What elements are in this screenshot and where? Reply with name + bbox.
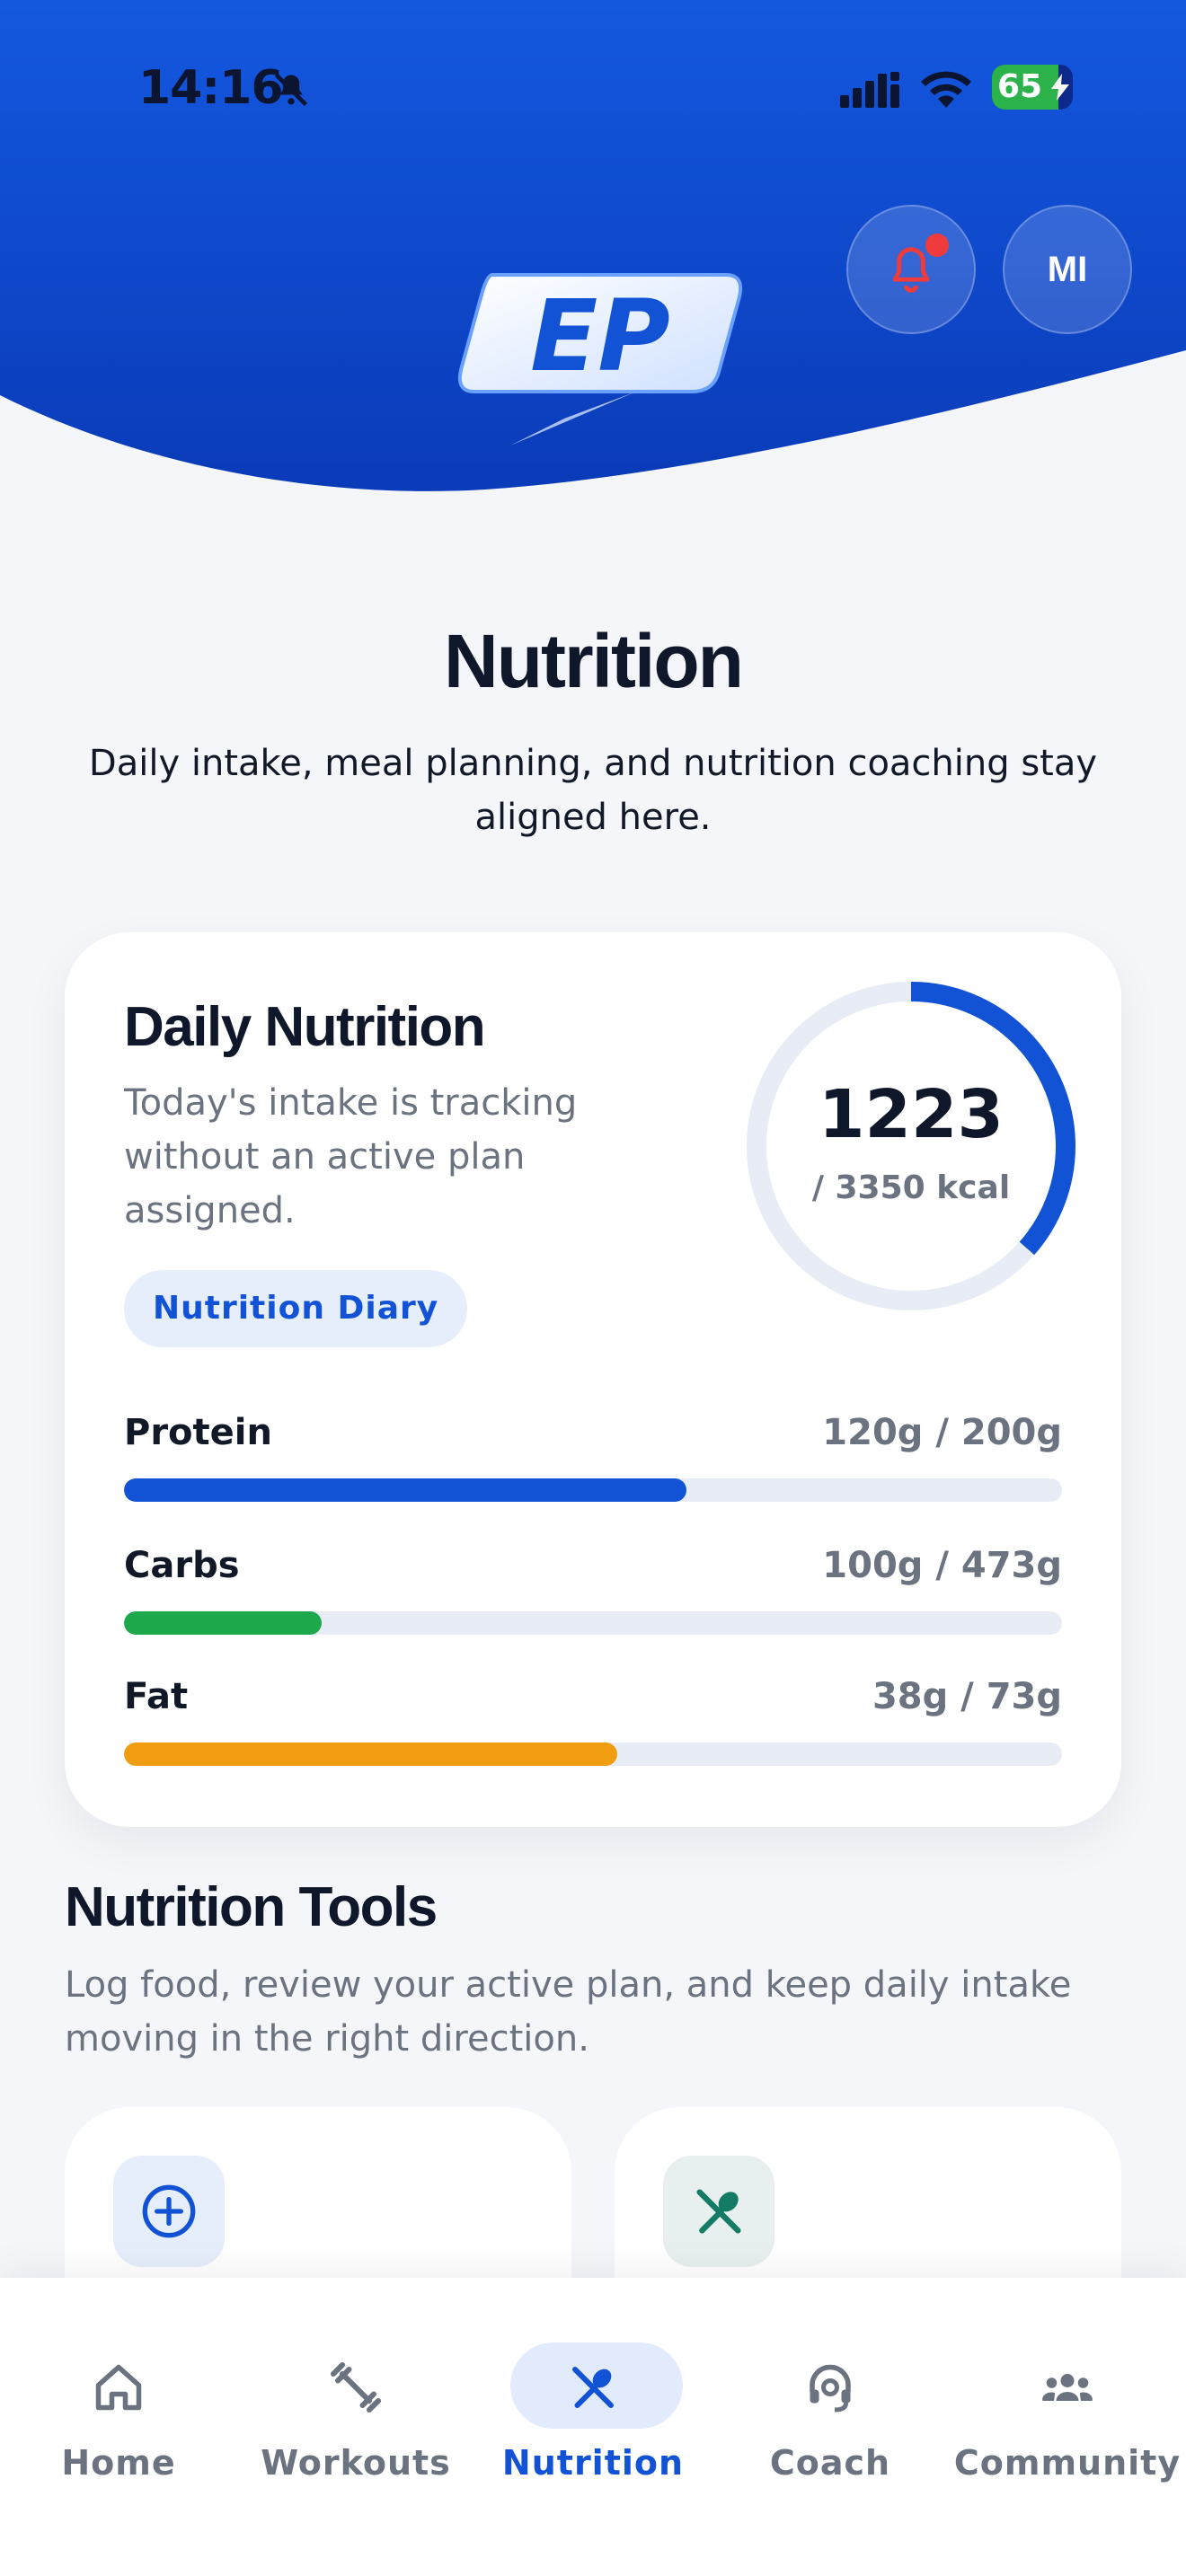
header-background (0, 0, 1186, 491)
status-bar: 14:16 65 (0, 56, 1186, 119)
macro-progress-fill (124, 1478, 687, 1502)
plus-circle-icon (142, 2184, 196, 2238)
macro-progress-track (124, 1478, 1062, 1502)
app-logo: EP (457, 273, 743, 446)
fork-spoon-icon (572, 2367, 614, 2408)
macro-value: 38g / 73g (872, 1676, 1062, 1717)
page-title: Nutrition (444, 619, 744, 703)
nav-nutrition[interactable]: Nutrition (474, 2310, 712, 2483)
profile-button[interactable]: MI (1003, 205, 1132, 334)
nav-home[interactable]: Home (0, 2310, 237, 2483)
nutrition-tools-description: Log food, review your active plan, and k… (65, 1964, 1072, 2060)
page-subtitle: Daily intake, meal planning, and nutriti… (88, 743, 1098, 838)
signal-icon (840, 72, 899, 108)
nav-workouts[interactable]: Workouts (237, 2310, 474, 2483)
nav-community[interactable]: Community (949, 2310, 1186, 2483)
bell-off-icon (274, 73, 308, 107)
status-time: 14:16 (138, 61, 284, 115)
daily-nutrition-description: Today's intake is tracking without an ac… (124, 1082, 578, 1231)
calorie-ring (747, 982, 1075, 1310)
home-icon (95, 2364, 142, 2411)
nav-label: Home (61, 2443, 176, 2483)
wifi-icon (921, 71, 971, 108)
headset-icon (810, 2364, 851, 2413)
people-icon (1042, 2374, 1093, 2401)
dumbbell-icon (331, 2362, 381, 2413)
charging-bolt-icon (1051, 74, 1069, 101)
macro-progress-fill (124, 1611, 323, 1635)
calories-target: / 3350 kcal (811, 1169, 1011, 1206)
macro-label: Protein (124, 1412, 272, 1453)
macro-label: Carbs (124, 1545, 240, 1586)
macro-progress-track (124, 1611, 1062, 1635)
notifications-button[interactable] (846, 205, 976, 334)
bottom-navigation: Home Workouts Nutrition Coach (0, 2278, 1186, 2576)
nav-label: Coach (769, 2443, 891, 2483)
calorie-ring-progress (747, 982, 1075, 1310)
nav-coach[interactable]: Coach (712, 2310, 949, 2483)
fork-spoon-icon (696, 2189, 741, 2234)
daily-nutrition-card: Daily Nutrition Today's intake is tracki… (65, 932, 1121, 1827)
notification-dot (925, 234, 949, 257)
nav-label: Workouts (261, 2443, 451, 2483)
tool-icon-container (663, 2156, 774, 2267)
svg-text:EP: EP (530, 278, 670, 393)
nutrition-diary-button[interactable]: Nutrition Diary (124, 1270, 468, 1347)
profile-initials: MI (1047, 249, 1088, 289)
macro-value: 100g / 473g (822, 1545, 1062, 1586)
nutrition-tools-title: Nutrition Tools (65, 1876, 438, 1938)
macro-label: Fat (124, 1676, 189, 1717)
calories-consumed: 1223 (819, 1076, 1004, 1153)
macro-progress-fill (124, 1742, 618, 1766)
bell-icon (892, 247, 930, 293)
daily-nutrition-title: Daily Nutrition (124, 996, 486, 1058)
tool-icon-container (113, 2156, 225, 2267)
nav-label: Nutrition (501, 2443, 685, 2483)
nav-label: Community (953, 2443, 1182, 2483)
macro-value: 120g / 200g (822, 1412, 1062, 1453)
battery-level: 65 (997, 68, 1043, 105)
macro-progress-track (124, 1742, 1062, 1766)
battery-indicator: 65 (992, 65, 1073, 110)
